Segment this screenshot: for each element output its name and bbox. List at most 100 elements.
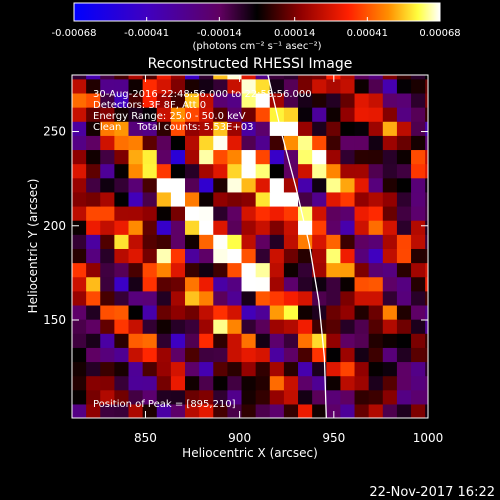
heatmap-cell [283,403,299,418]
heatmap-cell [425,191,428,207]
heatmap-cell [142,375,158,391]
heatmap-cell [100,276,115,292]
heatmap-cell [382,191,398,207]
heatmap-cell [269,333,285,348]
heatmap-cell [312,191,327,207]
heatmap-cell [411,361,426,377]
heatmap-cell [255,347,271,363]
heatmap-cell [156,149,172,165]
heatmap-cell [312,248,327,264]
heatmap-cell [340,177,356,193]
heatmap-cell [382,163,398,179]
heatmap-cell [114,75,130,80]
heatmap-cell [326,304,342,320]
heatmap-cell [213,276,228,292]
heatmap-cell [86,78,101,94]
heatmap-cell [142,276,158,292]
heatmap-cell [382,121,398,136]
heatmap-cell [170,290,186,306]
heatmap-cell [283,262,299,278]
heatmap-cell [241,290,257,306]
heatmap-cell [156,403,172,418]
heatmap-cell [354,149,370,165]
heatmap-cell [340,234,356,249]
heatmap-cell [100,107,115,122]
heatmap-cell [269,248,285,264]
heatmap-cell [411,220,426,235]
heatmap-cell [382,333,398,348]
heatmap-cell [255,78,271,94]
heatmap-cell [411,78,426,94]
heatmap-cell [255,304,271,320]
heatmap-cell [425,177,428,193]
heatmap-cell [298,135,313,151]
heatmap-cell [340,107,356,122]
heatmap-cell [411,290,426,306]
heatmap-cell [396,290,412,306]
heatmap-cell [354,290,370,306]
heatmap-cell [86,333,101,348]
heatmap-cell [213,361,228,377]
heatmap-cell [283,276,299,292]
heatmap-cell [128,107,144,122]
heatmap-cell [312,107,327,122]
heatmap-cell [425,107,428,122]
heatmap-cell [340,135,356,151]
heatmap-cell [368,107,384,122]
heatmap-cell [255,220,271,235]
heatmap-cell [269,220,285,235]
heatmap-cell [312,375,327,391]
heatmap-cell [86,347,101,363]
heatmap-cell [170,248,186,264]
heatmap-cell [72,121,87,136]
heatmap-cell [283,92,299,108]
heatmap-cell [170,389,186,405]
heatmap-cell [255,121,271,136]
heatmap-cell [312,389,327,405]
heatmap-cell [156,177,172,193]
heatmap-cell [298,121,313,136]
heatmap-cell [312,177,327,193]
heatmap-cell [185,389,200,405]
heatmap-cell [86,234,101,249]
heatmap-cell [340,163,356,179]
heatmap-cell [142,248,158,264]
heatmap-cell [411,234,426,249]
heatmap-cell [269,135,285,151]
heatmap-cell [283,234,299,249]
heatmap-cell [128,290,144,306]
annotation-time: 30-Aug-2016 22:48:56.000 to 22:58:56.000 [93,89,312,100]
heatmap-cell [241,107,257,122]
heatmap-cell [170,177,186,193]
heatmap-cell [269,191,285,207]
heatmap-cell [156,333,172,348]
heatmap-cell [142,361,158,377]
heatmap-cell [269,177,285,193]
heatmap-cell [425,220,428,235]
heatmap-cell [411,135,426,151]
heatmap-cell [283,333,299,348]
heatmap-cell [227,304,243,320]
heatmap-cell [114,149,130,165]
heatmap-cell [326,403,342,418]
heatmap-cell [298,248,313,264]
heatmap-cell [298,361,313,377]
heatmap-cell [114,361,130,377]
heatmap-cell [425,361,428,377]
heatmap-cell [170,220,186,235]
heatmap-cell [298,276,313,292]
heatmap-cell [312,290,327,306]
heatmap-cell [241,135,257,151]
heatmap-cell [382,389,398,405]
heatmap-cell [227,361,243,377]
heatmap-cell [382,107,398,122]
heatmap-cell [396,333,412,348]
heatmap-cell [396,248,412,264]
heatmap-cell [156,163,172,179]
heatmap-cell [142,121,158,136]
heatmap-cell [142,262,158,278]
heatmap-cell [269,347,285,363]
heatmap-cell [170,92,186,108]
heatmap-cell [227,276,243,292]
heatmap-cell [255,205,271,221]
